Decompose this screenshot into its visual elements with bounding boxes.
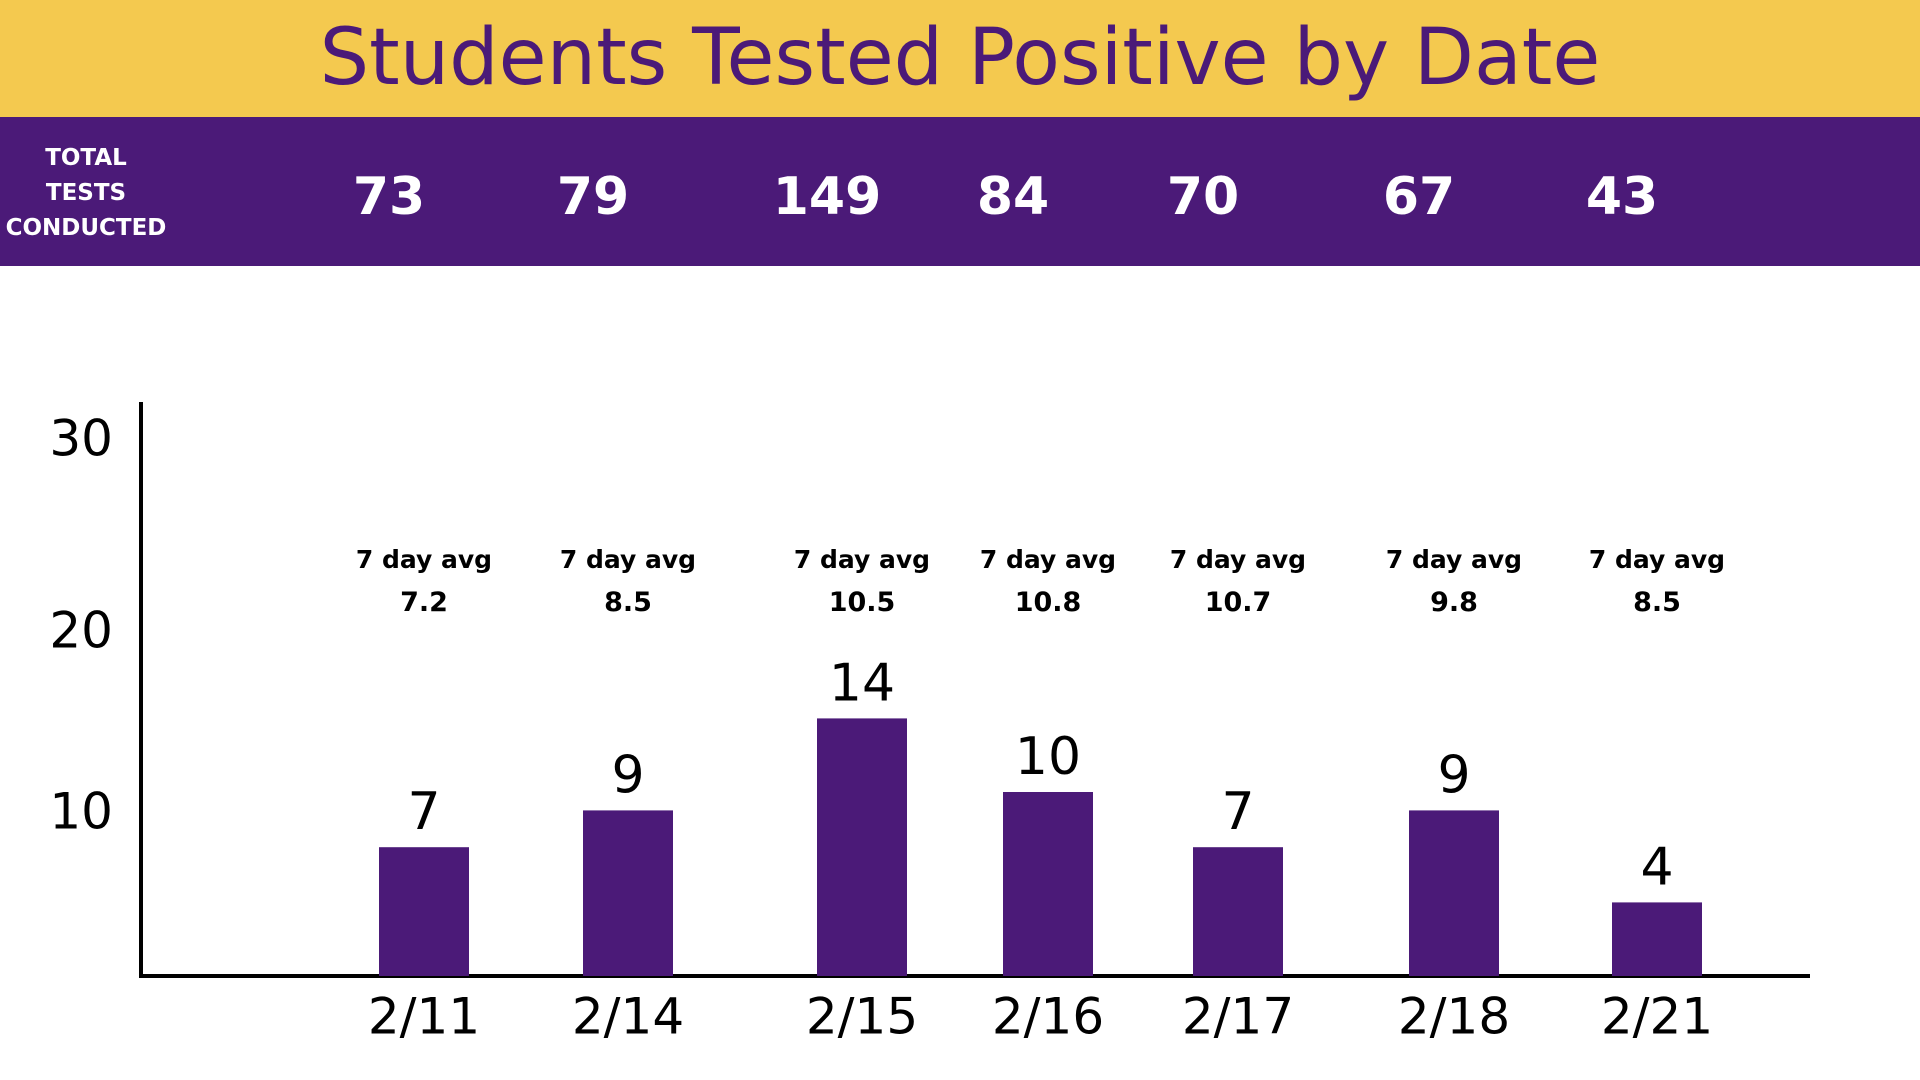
seven-day-avg-label: 7 day avg [1170, 545, 1306, 574]
bar-value-label: 9 [611, 745, 644, 805]
total-tests-band [0, 117, 1920, 266]
seven-day-avg-label: 7 day avg [1589, 545, 1725, 574]
x-tick-label: 2/14 [572, 988, 684, 1046]
bar-value-label: 7 [1221, 782, 1254, 842]
total-tests-value: 67 [1383, 167, 1455, 227]
seven-day-avg-label: 7 day avg [356, 545, 492, 574]
bar [583, 810, 673, 976]
x-tick-label: 2/16 [992, 988, 1104, 1046]
seven-day-avg-value: 10.7 [1205, 587, 1272, 618]
bar-value-label: 7 [407, 782, 440, 842]
seven-day-avg-value: 8.5 [1633, 587, 1681, 618]
total-tests-label-line: TOTAL [45, 145, 127, 171]
bar [1193, 847, 1283, 976]
bar [1409, 810, 1499, 976]
total-tests-label-line: CONDUCTED [5, 215, 167, 241]
bar-value-label: 4 [1640, 837, 1673, 897]
bar [1612, 902, 1702, 976]
total-tests-label-line: TESTS [45, 180, 127, 206]
x-tick-label: 2/18 [1398, 988, 1510, 1046]
seven-day-avg-label: 7 day avg [560, 545, 696, 574]
seven-day-avg-label: 7 day avg [980, 545, 1116, 574]
x-tick-label: 2/17 [1182, 988, 1294, 1046]
y-tick-label: 30 [49, 410, 113, 468]
total-tests-label: TOTAL TESTS CONDUCTED [0, 141, 172, 246]
x-tick-label: 2/11 [368, 988, 480, 1046]
total-tests-value: 73 [353, 167, 425, 227]
total-tests-value: 43 [1586, 167, 1658, 227]
bar-value-label: 10 [1015, 727, 1081, 787]
chart-title: Students Tested Positive by Date [319, 13, 1601, 103]
bar-value-label: 9 [1437, 745, 1470, 805]
total-tests-value: 70 [1167, 167, 1239, 227]
y-tick-label: 10 [49, 783, 113, 841]
total-tests-value: 79 [557, 167, 629, 227]
seven-day-avg-value: 7.2 [400, 587, 448, 618]
x-tick-label: 2/21 [1601, 988, 1713, 1046]
seven-day-avg-value: 10.5 [829, 587, 896, 618]
bar-value-label: 14 [829, 653, 895, 713]
seven-day-avg-label: 7 day avg [794, 545, 930, 574]
bar [817, 718, 907, 976]
x-tick-label: 2/15 [806, 988, 918, 1046]
y-tick-label: 20 [49, 602, 113, 660]
title-band [0, 0, 1920, 117]
seven-day-avg-label: 7 day avg [1386, 545, 1522, 574]
bar [1003, 792, 1093, 976]
seven-day-avg-value: 9.8 [1430, 587, 1478, 618]
seven-day-avg-value: 8.5 [604, 587, 652, 618]
total-tests-value: 149 [773, 167, 882, 227]
seven-day-avg-value: 10.8 [1015, 587, 1082, 618]
bar [379, 847, 469, 976]
total-tests-value: 84 [977, 167, 1049, 227]
